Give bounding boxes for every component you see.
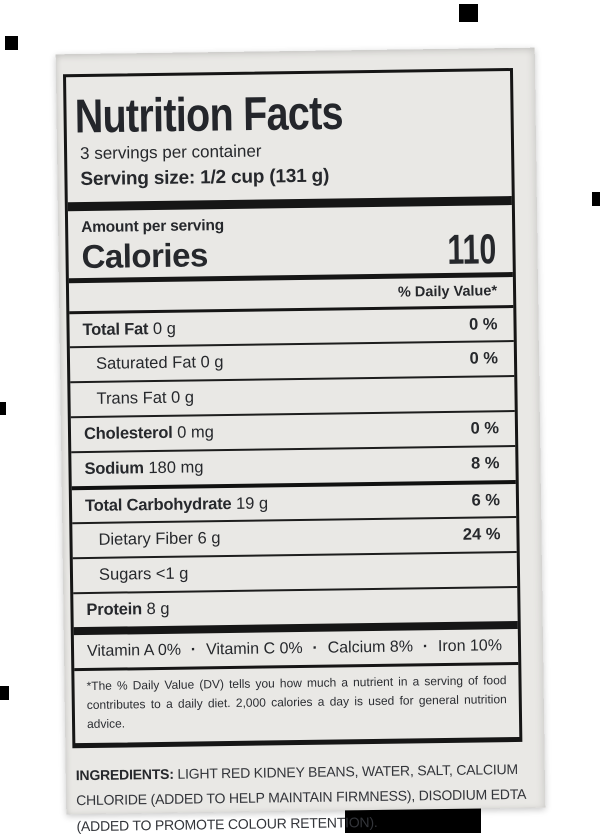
serving-size: Serving size: 1/2 cup (131 g) [80, 165, 330, 191]
separator-dot: · [422, 638, 429, 656]
calories-label: Calories [81, 235, 209, 275]
micronutrient-item: Calcium 8% [327, 638, 414, 657]
background-artifact [5, 36, 18, 50]
separator-dot: · [190, 641, 197, 659]
nutrition-facts-title: Nutrition Facts [74, 86, 344, 144]
calories-row: Calories 110 [68, 225, 513, 278]
nutrition-label: Nutrition Facts 3 servings per container… [55, 47, 546, 834]
background-artifact [0, 402, 6, 415]
nutrition-facts-box: Nutrition Facts 3 servings per container… [62, 67, 523, 748]
micronutrient-item: Iron 10% [437, 637, 503, 655]
separator-dot: · [312, 639, 318, 657]
background-artifact [459, 4, 478, 22]
background-artifact [592, 192, 600, 206]
micronutrient-item: Vitamin C 0% [205, 639, 303, 659]
ingredients-label: INGREDIENTS: [75, 765, 174, 783]
background-artifact [0, 686, 9, 700]
calories-value: 110 [447, 225, 497, 273]
daily-value-footnote: *The % Daily Value (DV) tells you how mu… [74, 661, 520, 743]
ingredients-text: INGREDIENTS: LIGHT RED KIDNEY BEANS, WAT… [76, 756, 535, 839]
micronutrient-item: Vitamin A 0% [86, 641, 182, 660]
